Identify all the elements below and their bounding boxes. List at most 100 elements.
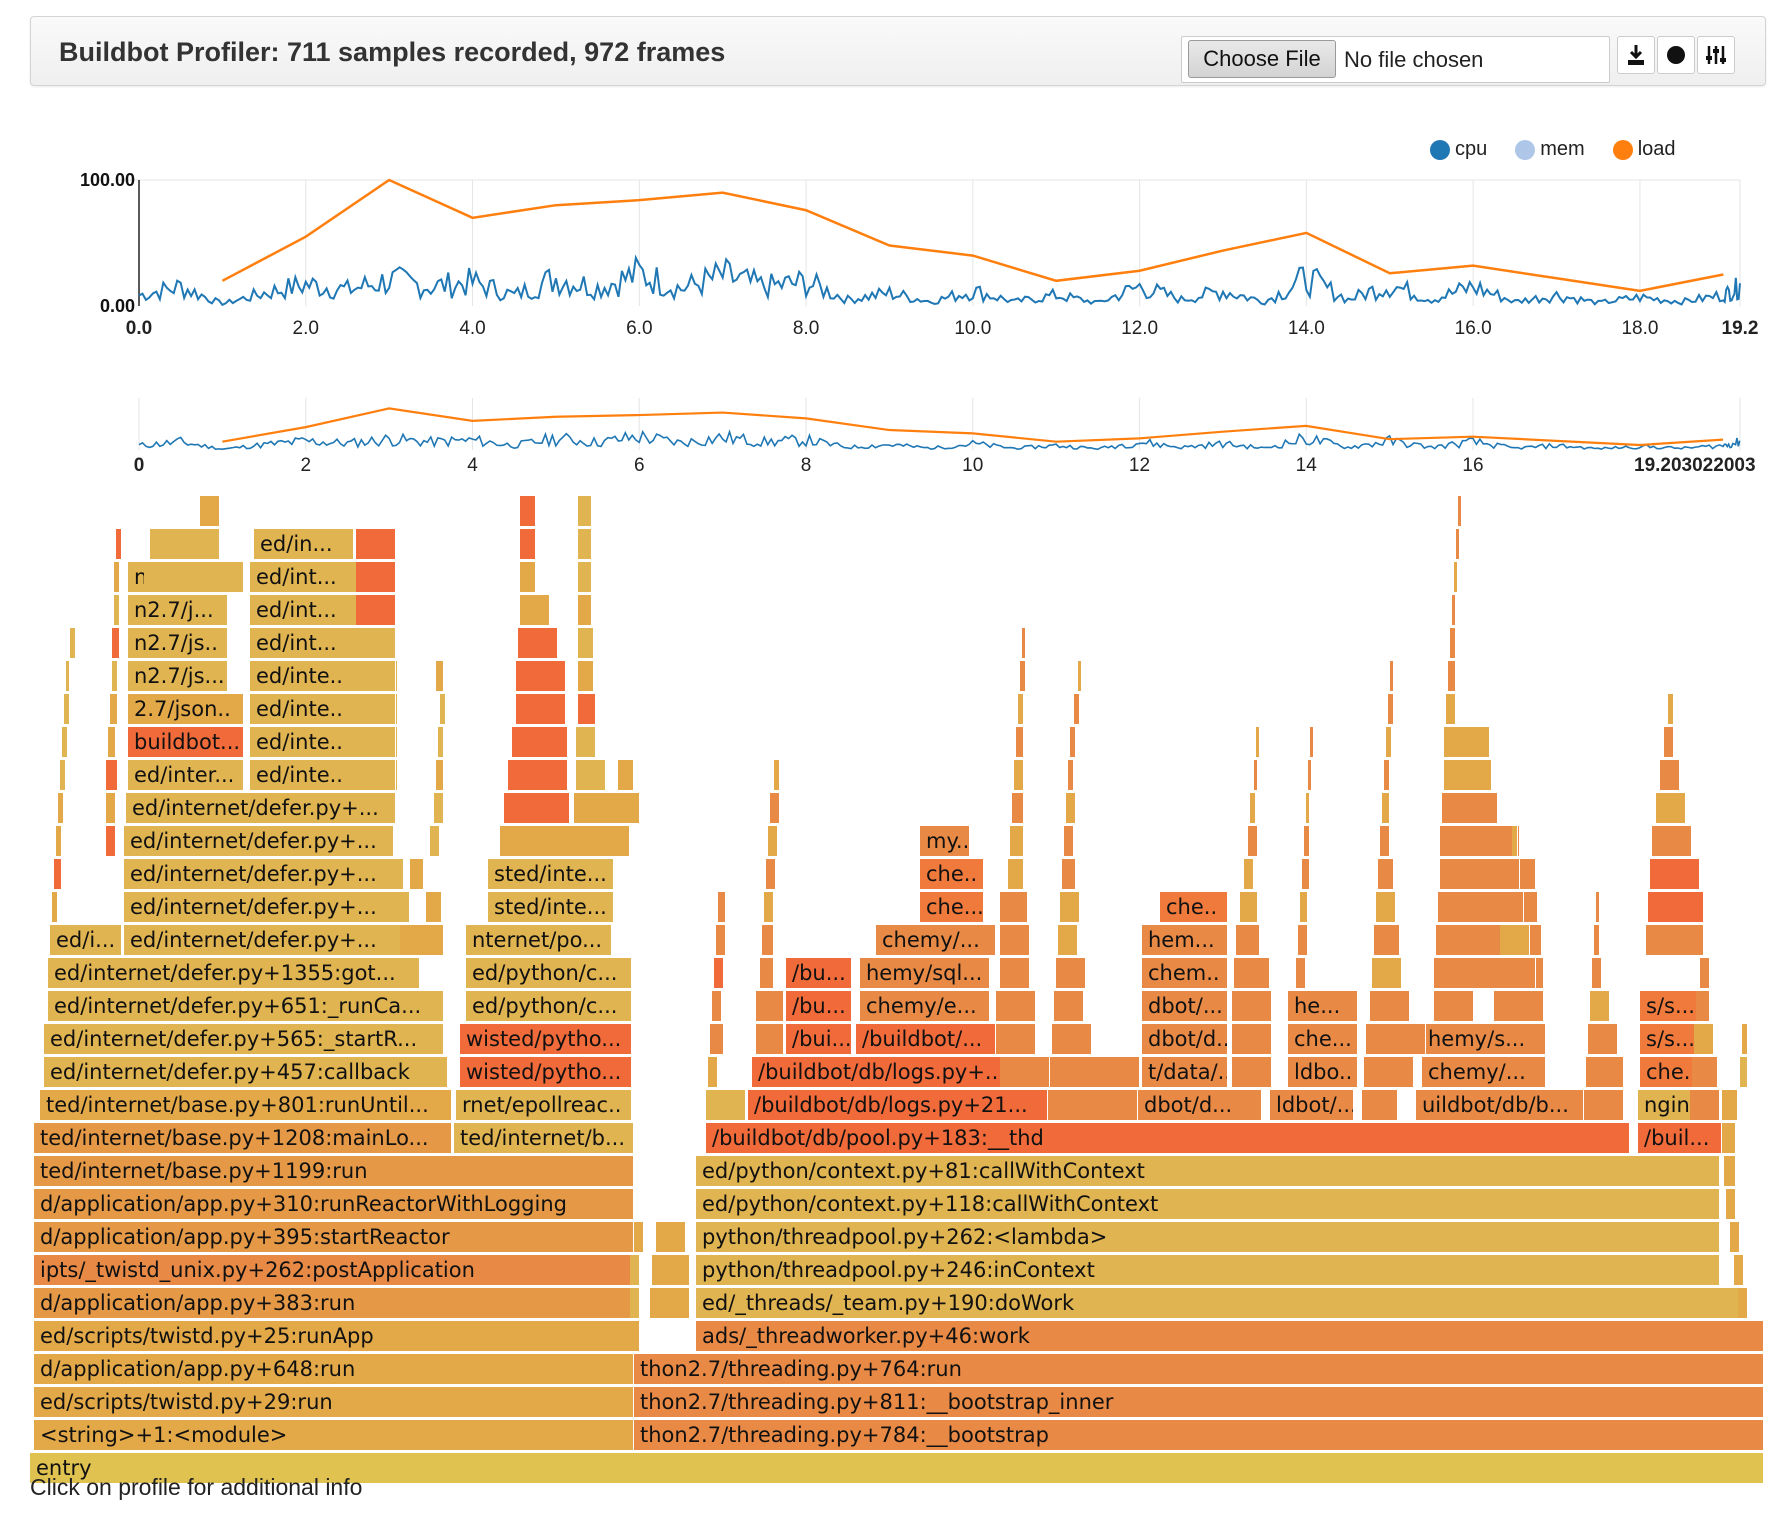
- flame-frame[interactable]: 2.7/json..: [128, 694, 244, 725]
- flame-frame[interactable]: d/application/app.py+648:run: [34, 1354, 634, 1385]
- flame-frame-narrow[interactable]: [756, 991, 784, 1022]
- flame-frame-narrow[interactable]: [1052, 1024, 1092, 1055]
- flame-frame-narrow[interactable]: [578, 628, 594, 659]
- flame-frame-narrow[interactable]: [714, 958, 724, 989]
- flame-graph[interactable]: entry <string>+1:<module> ed/scripts/twist…: [0, 0, 1784, 1484]
- flame-frame[interactable]: chemy/...: [876, 925, 996, 956]
- flame-frame-narrow[interactable]: [1452, 595, 1456, 626]
- flame-frame-narrow[interactable]: [1012, 793, 1024, 824]
- flame-frame-narrow[interactable]: [516, 694, 566, 725]
- flame-frame-narrow[interactable]: [578, 562, 592, 593]
- flame-frame-narrow[interactable]: [578, 496, 592, 527]
- flame-frame-narrow[interactable]: [1650, 859, 1700, 890]
- flame-frame[interactable]: ed/internet/defer.py+1355:got...: [48, 958, 420, 989]
- flame-frame[interactable]: ed/internet/defer.py+...: [124, 826, 394, 857]
- flame-frame-narrow[interactable]: [774, 760, 780, 791]
- flame-frame[interactable]: ed/internet/defer.py+...: [124, 892, 404, 923]
- flame-frame[interactable]: n2.7/js..: [128, 628, 228, 659]
- flame-frame-narrow[interactable]: [52, 892, 58, 923]
- flame-frame[interactable]: python/threadpool.py+262:<lambda>: [696, 1222, 1720, 1253]
- flame-frame-narrow[interactable]: [110, 694, 118, 725]
- flame-frame-narrow[interactable]: [1306, 793, 1310, 824]
- flame-frame-narrow[interactable]: [1376, 892, 1396, 923]
- flame-frame[interactable]: entry: [30, 1453, 1764, 1484]
- flame-frame[interactable]: d/application/app.py+383:run: [34, 1288, 634, 1319]
- flame-frame-narrow[interactable]: [1050, 1057, 1140, 1088]
- flame-frame[interactable]: my...: [920, 826, 970, 857]
- flame-frame-narrow[interactable]: [1064, 826, 1074, 857]
- file-input[interactable]: Choose File No file chosen: [1181, 36, 1610, 83]
- flame-frame-narrow[interactable]: [760, 958, 774, 989]
- flame-frame[interactable]: ed/scripts/twistd.py+29:run: [34, 1387, 634, 1418]
- flame-frame[interactable]: che...: [920, 892, 984, 923]
- flame-frame-narrow[interactable]: [1056, 958, 1086, 989]
- settings-sliders-icon[interactable]: [1697, 36, 1735, 74]
- flame-frame-narrow[interactable]: [1020, 661, 1026, 692]
- flame-frame-narrow[interactable]: [1248, 826, 1258, 857]
- flame-frame-narrow[interactable]: [996, 991, 1036, 1022]
- flame-frame-narrow[interactable]: [1512, 826, 1518, 857]
- flame-frame-narrow[interactable]: [112, 661, 118, 692]
- flame-frame-narrow[interactable]: [1078, 661, 1082, 692]
- flame-frame-narrow[interactable]: [1496, 958, 1536, 989]
- flame-frame[interactable]: ted/internet/b...: [454, 1123, 634, 1154]
- flame-frame-narrow[interactable]: [1458, 496, 1462, 527]
- flame-frame-narrow[interactable]: [572, 826, 630, 857]
- flame-frame-narrow[interactable]: [200, 496, 220, 527]
- flame-frame[interactable]: ed/internet/defer.py+651:_runCa...: [48, 991, 444, 1022]
- flame-frame-narrow[interactable]: [436, 661, 444, 692]
- flame-frame-narrow[interactable]: [1646, 925, 1704, 956]
- flame-frame-narrow[interactable]: [1234, 958, 1270, 989]
- flame-frame-narrow[interactable]: [1014, 760, 1024, 791]
- flame-frame-narrow[interactable]: [356, 661, 396, 692]
- flame-frame-narrow[interactable]: [1250, 793, 1256, 824]
- flame-frame-narrow[interactable]: [1062, 859, 1076, 890]
- flame-frame-narrow[interactable]: [650, 1288, 690, 1319]
- flame-frame-narrow[interactable]: [1048, 1090, 1138, 1121]
- flame-frame[interactable]: chem..: [1142, 958, 1228, 989]
- flame-frame[interactable]: /buil...: [1638, 1123, 1722, 1154]
- flame-frame[interactable]: /buildbot/...: [856, 1024, 996, 1055]
- flame-frame-narrow[interactable]: [1664, 727, 1674, 758]
- flame-frame-narrow[interactable]: [1070, 727, 1076, 758]
- flame-frame-narrow[interactable]: [1446, 694, 1456, 725]
- flame-frame-narrow[interactable]: [1596, 892, 1600, 923]
- flame-frame-narrow[interactable]: [1594, 925, 1600, 956]
- flame-frame-narrow[interactable]: [1018, 694, 1024, 725]
- flame-frame-narrow[interactable]: [1296, 958, 1306, 989]
- flame-frame-narrow[interactable]: [1304, 826, 1310, 857]
- flame-frame[interactable]: t/data/..: [1142, 1057, 1228, 1088]
- flame-frame[interactable]: che...: [1288, 1024, 1358, 1055]
- flame-frame-narrow[interactable]: [1022, 628, 1026, 659]
- flame-frame-narrow[interactable]: [634, 1222, 644, 1253]
- flame-frame-narrow[interactable]: [1380, 826, 1390, 857]
- flame-frame-narrow[interactable]: [504, 793, 570, 824]
- flame-frame-narrow[interactable]: [576, 760, 606, 791]
- flame-frame-narrow[interactable]: [1302, 859, 1310, 890]
- flame-frame-narrow[interactable]: [716, 925, 726, 956]
- flame-frame-narrow[interactable]: [710, 1024, 724, 1055]
- flame-frame[interactable]: wisted/pytho...: [460, 1024, 632, 1055]
- flame-frame-narrow[interactable]: [1586, 1057, 1624, 1088]
- flame-frame[interactable]: ipts/_twistd_unix.py+262:postApplication: [34, 1255, 634, 1286]
- flame-frame[interactable]: ads/_threadworker.py+46:work: [696, 1321, 1764, 1352]
- flame-frame-narrow[interactable]: [1384, 760, 1390, 791]
- flame-frame-narrow[interactable]: [1054, 991, 1084, 1022]
- flame-frame-narrow[interactable]: [1500, 925, 1530, 956]
- flame-frame-narrow[interactable]: [1000, 958, 1030, 989]
- flame-frame-narrow[interactable]: [356, 628, 396, 659]
- flame-frame-narrow[interactable]: [656, 1222, 686, 1253]
- flame-frame[interactable]: /bui...: [786, 1024, 852, 1055]
- flame-frame-narrow[interactable]: [618, 760, 634, 791]
- flame-frame[interactable]: chemy/e...: [860, 991, 990, 1022]
- flame-frame-narrow[interactable]: [1696, 991, 1710, 1022]
- flame-frame-narrow[interactable]: [1060, 892, 1080, 923]
- flame-frame-narrow[interactable]: [630, 1321, 640, 1352]
- flame-frame-narrow[interactable]: [1068, 760, 1074, 791]
- flame-frame-narrow[interactable]: [1740, 1057, 1748, 1088]
- flame-frame[interactable]: d/application/app.py+395:startReactor: [34, 1222, 634, 1253]
- flame-frame-narrow[interactable]: [54, 859, 62, 890]
- flame-frame-narrow[interactable]: [150, 529, 220, 560]
- flame-frame-narrow[interactable]: [1454, 562, 1458, 593]
- flame-frame-narrow[interactable]: [756, 1024, 784, 1055]
